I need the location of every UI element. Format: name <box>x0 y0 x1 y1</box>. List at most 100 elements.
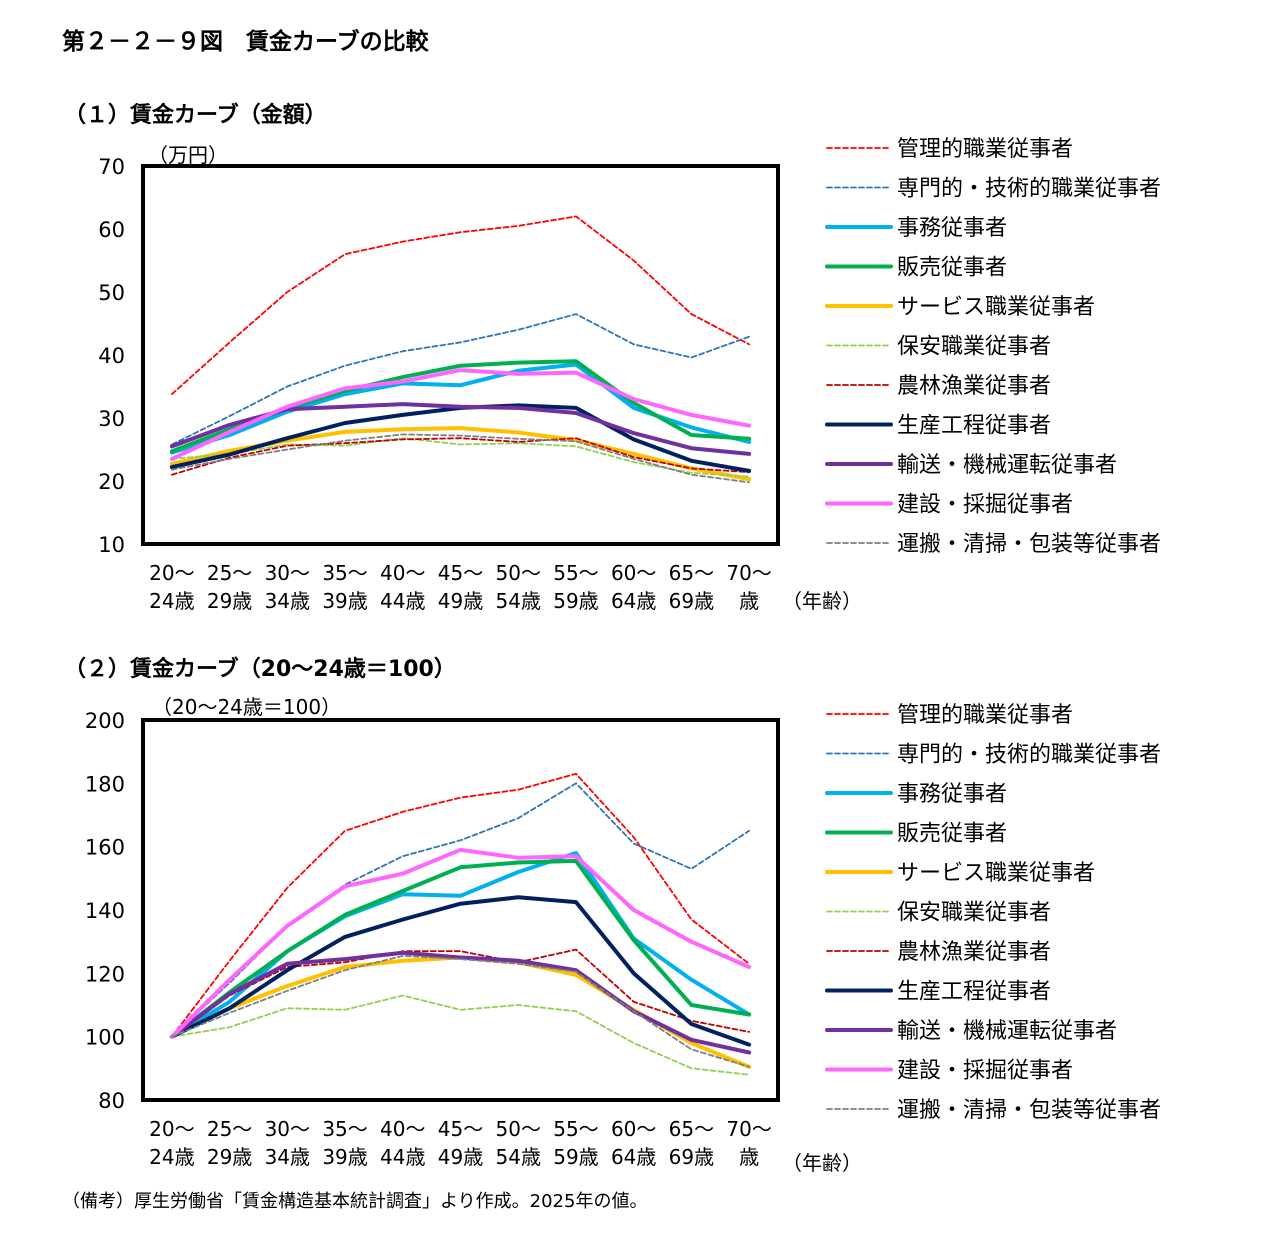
chart-1-legend-2-label: 事務従事者 <box>897 216 1007 241</box>
chart-1-y-tick-6: 70 <box>98 155 125 179</box>
chart-1-x-tick-5-bottom: 49歳 <box>438 589 483 613</box>
chart-2-legend-10-label: 運搬・清掃・包装等従事者 <box>897 1098 1161 1123</box>
chart-2-x-tick-0-top: 20～ <box>149 1117 194 1141</box>
chart-1-legend-9-label: 建設・採掘従事者 <box>897 493 1073 518</box>
chart-2-x-tick-3-top: 35～ <box>322 1117 367 1141</box>
chart-2-y-tick-4: 160 <box>85 836 125 860</box>
chart-1-x-tick-1-bottom: 29歳 <box>207 589 252 613</box>
chart-1-x-tick-7-bottom: 59歳 <box>553 589 598 613</box>
chart-1-x-tick-2-bottom: 34歳 <box>265 589 310 613</box>
chart-2-series-6-line <box>170 948 750 1038</box>
chart-1-series-10-line <box>170 433 750 484</box>
chart-2-y-unit: （20～24歳＝100） <box>152 695 341 719</box>
chart-2-legend-1-label: 専門的・技術的職業従事者 <box>897 743 1161 768</box>
chart-1-x-tick-10-top: 70～ <box>726 561 771 585</box>
chart-2-x-tick-1-top: 25～ <box>207 1117 252 1141</box>
chart-2-x-tick-10-top: 70～ <box>726 1117 771 1141</box>
chart-1-series-0-line <box>170 215 750 396</box>
figure-title: 第２－２－９図 賃金カーブの比較 <box>62 29 429 55</box>
chart-2-x-tick-4-bottom: 44歳 <box>380 1145 425 1169</box>
chart-2-y-tick-2: 120 <box>85 962 125 986</box>
panel-1-title: （１）賃金カーブ（金額） <box>64 103 327 128</box>
chart-2-y-tick-5: 180 <box>85 772 125 796</box>
chart-1-plot-frame <box>141 164 780 546</box>
chart-2-x-tick-7-top: 55～ <box>553 1117 598 1141</box>
chart-1-legend-4-label: サービス職業従事者 <box>897 295 1095 320</box>
chart-1-legend-3-label: 販売従事者 <box>897 256 1007 281</box>
chart-2-x-tick-9-bottom: 69歳 <box>669 1145 714 1169</box>
chart-1-x-tick-4-bottom: 44歳 <box>380 589 425 613</box>
chart-2-x-tick-1-bottom: 29歳 <box>207 1145 252 1169</box>
chart-2-x-tick-10-bottom: 歳 <box>739 1145 759 1169</box>
chart-2-series-3-line <box>169 858 752 1039</box>
chart-2-x-tick-3-bottom: 39歳 <box>322 1145 367 1169</box>
chart-1-x-tick-0-top: 20～ <box>149 561 194 585</box>
chart-2-y-tick-1: 100 <box>85 1026 125 1050</box>
chart-2-x-tick-7-bottom: 59歳 <box>553 1145 598 1169</box>
chart-1-x-tick-6-top: 50～ <box>496 561 541 585</box>
chart-2-legend-7-label: 生産工程従事者 <box>897 980 1051 1005</box>
chart-1-y-unit: （万円） <box>148 143 228 167</box>
chart-1-x-tick-10-bottom: 歳 <box>739 589 759 613</box>
chart-2-x-tick-6-bottom: 54歳 <box>496 1145 541 1169</box>
chart-2-legend-0-label: 管理的職業従事者 <box>897 703 1073 728</box>
chart-2-y-tick-6: 200 <box>85 709 125 733</box>
chart-1-legend-8-label: 輸送・機械運転従事者 <box>897 453 1117 478</box>
chart-2-series-9-line <box>169 847 752 1039</box>
chart-2-series-0-line <box>170 772 750 1038</box>
chart-2-x-tick-2-top: 30～ <box>265 1117 310 1141</box>
chart-1-x-tick-1-top: 25～ <box>207 561 252 585</box>
chart-2-x-tick-9-top: 65～ <box>669 1117 714 1141</box>
chart-1-legend-7-label: 生産工程従事者 <box>897 414 1051 439</box>
chart-1-legend-6-label: 農林漁業従事者 <box>897 374 1051 399</box>
chart-1-y-tick-2: 30 <box>98 407 125 431</box>
chart-1-series-1-line <box>170 313 750 446</box>
chart-2-x-tick-2-bottom: 34歳 <box>265 1145 310 1169</box>
chart-1-x-tick-9-top: 65～ <box>669 561 714 585</box>
chart-2-legend-9-label: 建設・採掘従事者 <box>897 1059 1073 1084</box>
chart-1-series-9-line <box>169 368 752 461</box>
chart-1-x-tick-3-top: 35～ <box>322 561 367 585</box>
chart-2-x-tick-4-top: 40～ <box>380 1117 425 1141</box>
chart-1-x-tick-3-bottom: 39歳 <box>322 589 367 613</box>
chart-2-plot-frame <box>141 718 780 1102</box>
chart-2-legend-5-label: 保安職業従事者 <box>897 901 1051 926</box>
chart-1-legend-0-label: 管理的職業従事者 <box>897 137 1073 162</box>
chart-2-series-8-line <box>169 950 752 1055</box>
chart-2-x-tick-8-top: 60～ <box>611 1117 656 1141</box>
chart-1-y-tick-0: 10 <box>98 533 125 557</box>
chart-1-legend-10-label: 運搬・清掃・包装等従事者 <box>897 532 1161 557</box>
chart-1-x-tick-4-top: 40～ <box>380 561 425 585</box>
chart-1-y-tick-3: 40 <box>98 344 125 368</box>
chart-1-x-unit: （年齢） <box>782 589 862 613</box>
chart-2-x-tick-0-bottom: 24歳 <box>149 1145 194 1169</box>
chart-1-legend-5-label: 保安職業従事者 <box>897 335 1051 360</box>
chart-2-series-10-line <box>170 955 750 1068</box>
chart-2-series-7-line <box>169 895 752 1047</box>
panel-2-title: （２）賃金カーブ（20～24歳＝100） <box>64 657 456 682</box>
chart-1-x-tick-7-top: 55～ <box>553 561 598 585</box>
chart-2-x-tick-5-bottom: 49歳 <box>438 1145 483 1169</box>
chart-1-x-tick-9-bottom: 69歳 <box>669 589 714 613</box>
chart-2-legend-3-label: 販売従事者 <box>897 822 1007 847</box>
chart-1-x-tick-6-bottom: 54歳 <box>496 589 541 613</box>
chart-2-y-tick-0: 80 <box>98 1089 125 1113</box>
chart-1-x-tick-5-top: 45～ <box>438 561 483 585</box>
chart-1-x-tick-2-top: 30～ <box>265 561 310 585</box>
chart-2-y-tick-3: 140 <box>85 899 125 923</box>
chart-1-legend-1-label: 専門的・技術的職業従事者 <box>897 177 1161 202</box>
chart-2-legend-2-label: 事務従事者 <box>897 782 1007 807</box>
chart-2-x-tick-6-top: 50～ <box>496 1117 541 1141</box>
chart-1-series-5-line <box>170 437 750 478</box>
chart-2-legend-8-label: 輸送・機械運転従事者 <box>897 1019 1117 1044</box>
chart-1-y-tick-4: 50 <box>98 281 125 305</box>
chart-1-x-tick-0-bottom: 24歳 <box>149 589 194 613</box>
chart-1-y-tick-1: 20 <box>98 470 125 494</box>
chart-1-y-tick-5: 60 <box>98 218 125 242</box>
chart-1-x-tick-8-top: 60～ <box>611 561 656 585</box>
chart-2-x-unit: （年齢） <box>782 1151 862 1175</box>
chart-2-x-tick-5-top: 45～ <box>438 1117 483 1141</box>
chart-2-series-5-line <box>170 994 750 1076</box>
chart-1-x-tick-8-bottom: 64歳 <box>611 589 656 613</box>
